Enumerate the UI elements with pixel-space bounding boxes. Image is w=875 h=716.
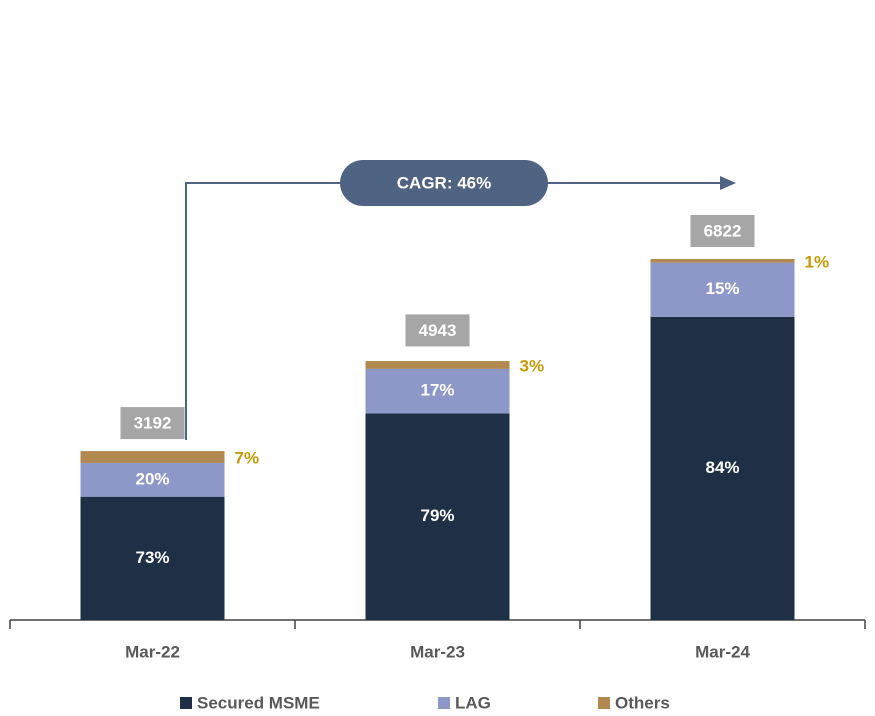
total-box bbox=[405, 314, 470, 347]
legend-label: LAG bbox=[455, 693, 491, 712]
bar-segment bbox=[80, 462, 225, 497]
data-label: 3% bbox=[520, 356, 545, 375]
bar-segment bbox=[365, 413, 510, 620]
data-label: 84% bbox=[705, 458, 739, 477]
total-label: 6822 bbox=[704, 221, 742, 240]
bar-segment bbox=[650, 259, 795, 263]
x-tick-label: Mar-23 bbox=[410, 642, 465, 661]
cagr-label: CAGR: 46% bbox=[397, 173, 491, 192]
data-label: 7% bbox=[235, 448, 260, 467]
legend-swatch bbox=[598, 697, 610, 709]
x-tick-label: Mar-24 bbox=[695, 642, 750, 661]
data-label: 15% bbox=[705, 279, 739, 298]
bar-segment bbox=[365, 368, 510, 414]
legend-swatch bbox=[438, 697, 450, 709]
arrow-head bbox=[720, 176, 736, 190]
total-box bbox=[690, 215, 755, 247]
data-label: 20% bbox=[135, 469, 169, 488]
total-label: 4943 bbox=[419, 321, 457, 340]
x-tick-label: Mar-22 bbox=[125, 642, 180, 661]
cagr-arrow: CAGR: 46% bbox=[185, 160, 736, 440]
bar-segment bbox=[80, 496, 225, 620]
data-label: 17% bbox=[420, 381, 454, 400]
data-label: 73% bbox=[135, 548, 169, 567]
cagr-pill bbox=[340, 160, 548, 206]
bar-segment bbox=[650, 316, 795, 620]
data-label: 79% bbox=[420, 506, 454, 525]
total-box bbox=[120, 407, 185, 440]
total-label: 3192 bbox=[134, 414, 172, 433]
bar-segment bbox=[365, 361, 510, 369]
legend-label: Secured MSME bbox=[197, 693, 320, 712]
legend-label: Others bbox=[615, 693, 670, 712]
legend-swatch bbox=[180, 697, 192, 709]
bar-segment bbox=[80, 451, 225, 463]
bar-segment bbox=[650, 262, 795, 317]
data-label: 1% bbox=[805, 252, 830, 271]
